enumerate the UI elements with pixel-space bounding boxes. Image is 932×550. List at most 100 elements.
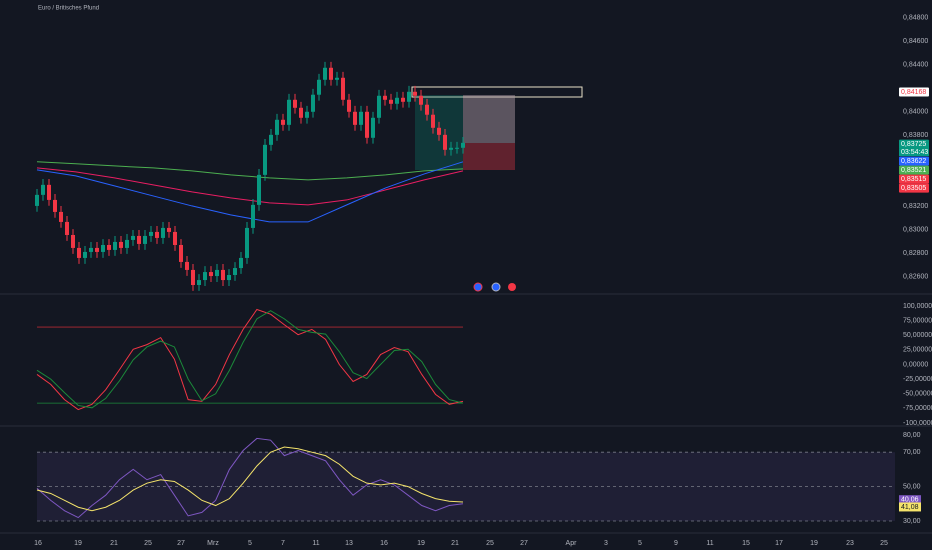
y-tick-label: 0,83800 (903, 132, 928, 139)
candle-body (107, 244, 111, 250)
event-icon[interactable] (508, 283, 516, 291)
y-tick-label: 50,00000 (903, 332, 932, 339)
y-tick-label: 50,00 (903, 483, 921, 490)
candle-body (185, 261, 189, 270)
candle-body (137, 235, 141, 244)
x-tick-label: 16 (380, 540, 388, 547)
candle-body (329, 67, 333, 80)
candle-body (155, 231, 159, 238)
y-tick-label: 0,84000 (903, 109, 928, 116)
candle-body (173, 231, 177, 245)
candle-body (209, 272, 213, 277)
candle-body (383, 95, 387, 100)
zone-box[interactable] (411, 86, 583, 98)
candle-body (347, 99, 351, 112)
position-target[interactable] (463, 95, 515, 143)
x-tick-label: 21 (110, 540, 118, 547)
price-tag-label: 0,83515 (901, 176, 926, 183)
last-value-tag (899, 495, 921, 505)
candle-body (311, 94, 315, 112)
y-tick-label: 0,00000 (903, 361, 928, 368)
candle-body (371, 117, 375, 138)
candle-body (419, 95, 423, 105)
candle-body (65, 221, 69, 235)
candle-body (227, 274, 231, 281)
indicator-line (36, 161, 464, 181)
event-icon[interactable] (473, 282, 483, 292)
x-tick-label: Apr (566, 540, 578, 547)
symbol-title: Euro / Britisches Pfund (38, 6, 99, 12)
x-tick-label: 11 (312, 540, 319, 547)
y-tick-label: 25,00000 (903, 347, 932, 354)
candle-body (461, 142, 465, 148)
candle-body (35, 194, 39, 206)
candle-body (245, 227, 249, 258)
candle-body (161, 227, 165, 238)
candle-body (353, 111, 357, 125)
candle-body (53, 199, 57, 212)
x-tick-label: 25 (880, 540, 888, 547)
x-tick-label: 19 (74, 540, 82, 547)
candle-body (365, 111, 369, 138)
candle-body (125, 239, 129, 248)
candle-body (407, 91, 411, 102)
candle-body (233, 268, 237, 275)
price-tag-label: 0,83521 (901, 167, 926, 174)
x-tick-label: 27 (520, 540, 528, 547)
candle-body (431, 114, 435, 128)
candle-body (443, 134, 447, 150)
x-tick-label: 13 (345, 540, 353, 547)
x-tick-label: 21 (451, 540, 459, 547)
indicator-line (36, 310, 464, 409)
candle-body (203, 272, 207, 281)
candle-body (41, 184, 45, 195)
y-tick-label: 0,84400 (903, 62, 928, 69)
position-stop[interactable] (463, 143, 515, 170)
indicator-line (36, 161, 464, 223)
candle-body (293, 99, 297, 108)
candle-body (131, 235, 135, 240)
y-tick-label: 0,84800 (903, 14, 928, 21)
y-tick-label: -50,00000 (903, 391, 932, 398)
event-icon[interactable] (491, 282, 501, 292)
candle-body (221, 269, 225, 281)
price-tag-label: 0,83725 (901, 141, 926, 148)
candle-body (263, 144, 267, 175)
candle-body (323, 67, 327, 80)
x-tick-label: 3 (604, 540, 608, 547)
price-tag (899, 183, 929, 193)
candle-body (305, 111, 309, 118)
y-tick-label: 0,83200 (903, 203, 928, 210)
x-tick-label: 25 (144, 540, 152, 547)
y-tick-label: 0,84600 (903, 38, 928, 45)
x-tick-label: 27 (177, 540, 185, 547)
candle-body (167, 227, 171, 232)
x-tick-label: 9 (674, 540, 678, 547)
candle-body (119, 241, 123, 248)
candle-body (275, 119, 279, 135)
price-tag (899, 139, 929, 149)
x-tick-label: 11 (706, 540, 713, 547)
candle-body (83, 251, 87, 258)
candle-body (317, 79, 321, 95)
candle-body (71, 234, 75, 248)
candle-body (89, 247, 93, 252)
y-tick-label: 70,00 (903, 449, 921, 456)
y-tick-label: 0,82600 (903, 273, 928, 280)
indicator-line (36, 167, 464, 206)
candle-body (101, 244, 105, 252)
candle-body (437, 127, 441, 135)
candle-body (335, 77, 339, 80)
y-tick-label: 75,00000 (903, 317, 932, 324)
price-tag (899, 87, 929, 97)
price-tag (899, 165, 929, 175)
candle-body (287, 99, 291, 125)
y-tick-label: -75,00000 (903, 405, 932, 412)
x-tick-label: 5 (248, 540, 252, 547)
last-value-label: 40,06 (901, 497, 919, 504)
last-value-tag (899, 502, 921, 512)
x-tick-label: 16 (34, 540, 42, 547)
x-tick-label: 23 (846, 540, 854, 547)
candle-body (359, 111, 363, 125)
